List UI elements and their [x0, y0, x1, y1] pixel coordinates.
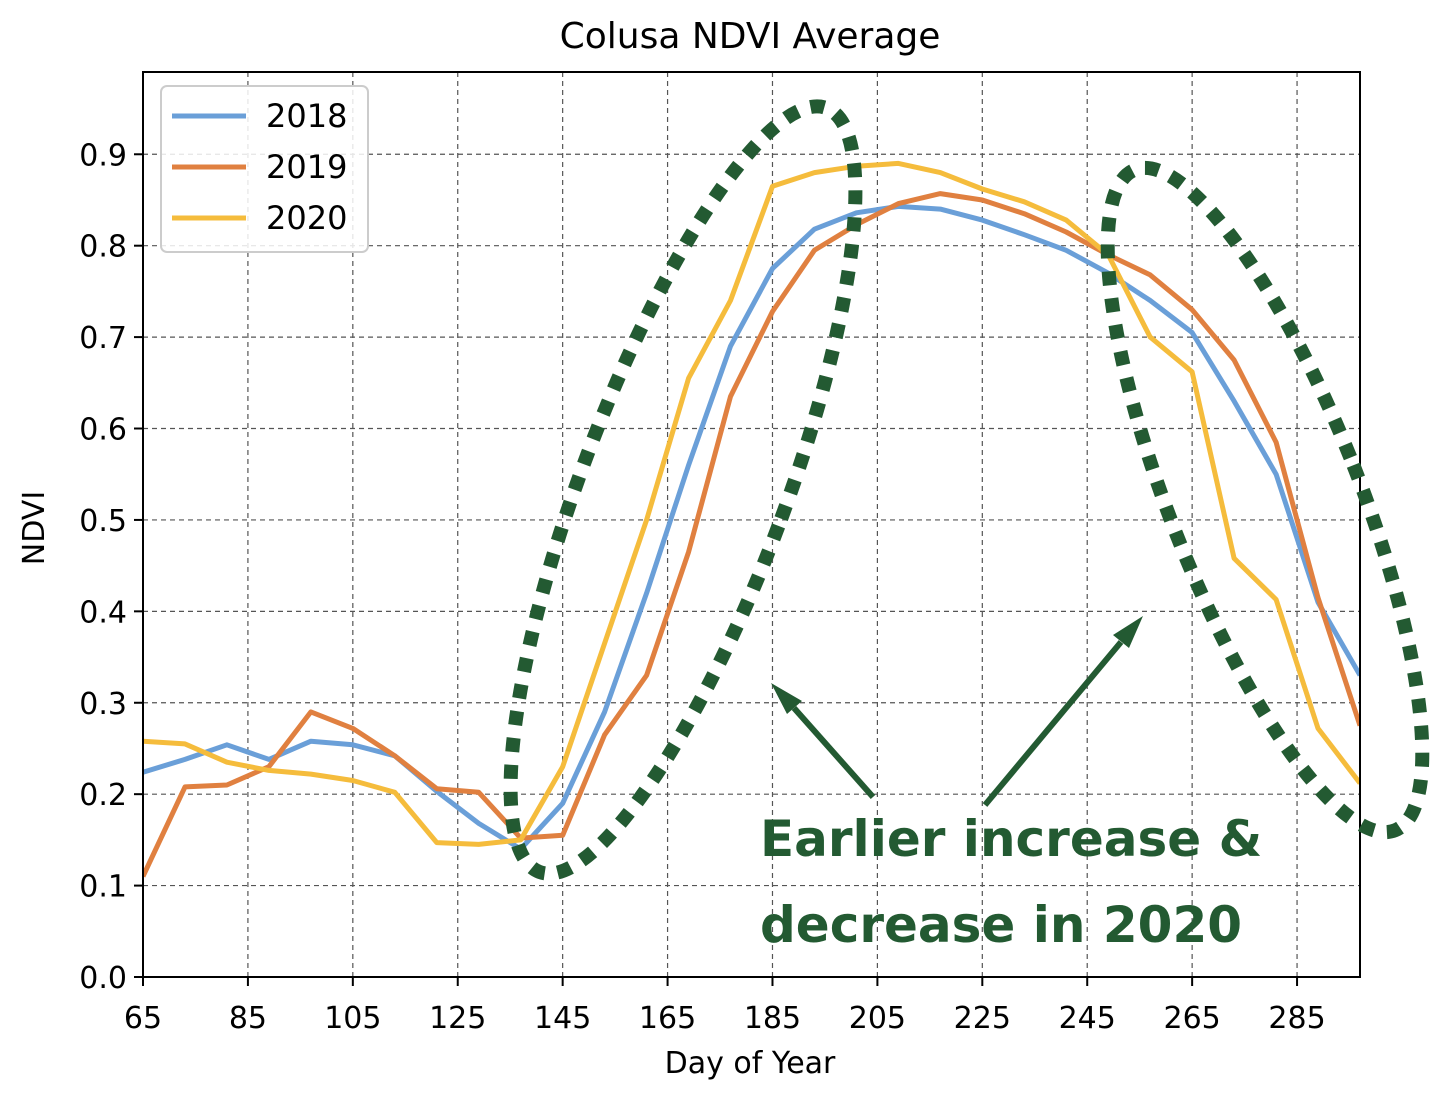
chart-title: Colusa NDVI Average	[560, 16, 941, 57]
legend-label-2018: 2018	[266, 97, 347, 135]
x-tick-label: 65	[124, 1001, 162, 1036]
axis-ticks: 65 85 105 125 145 165 185 205 225 245 265 285 0.0 0.1…	[79, 138, 1325, 1036]
x-tick-label: 85	[229, 1001, 267, 1036]
x-tick-label: 205	[849, 1001, 906, 1036]
y-tick-label: 0.6	[79, 413, 127, 448]
y-tick-label: 0.9	[79, 138, 127, 173]
legend-label-2019: 2019	[266, 148, 347, 186]
y-tick-label: 0.4	[79, 595, 127, 630]
x-axis-label: Day of Year	[665, 1046, 836, 1081]
annotation-text-line2: decrease in 2020	[760, 896, 1242, 954]
x-tick-label: 285	[1268, 1001, 1325, 1036]
legend: 2018 2019 2020	[160, 85, 369, 253]
series-line-2018	[143, 203, 1360, 852]
x-tick-label: 265	[1164, 1001, 1221, 1036]
arrow-left-shaft	[791, 706, 876, 799]
y-tick-label: 0.5	[79, 504, 127, 539]
y-tick-label: 0.8	[79, 230, 127, 265]
x-tick-label: 145	[534, 1001, 591, 1036]
series-line-2020	[143, 160, 1360, 847]
legend-label-2020: 2020	[266, 199, 347, 237]
arrow-left-head	[771, 683, 802, 714]
annotation-group: Earlier increase & decrease in 2020	[503, 99, 1430, 954]
y-tick-label: 0.7	[79, 321, 127, 356]
series-line-2019	[143, 191, 1360, 878]
arrow-right-head	[1113, 616, 1143, 648]
y-tick-label: 0.0	[79, 961, 127, 996]
increase-highlight-ellipse	[503, 99, 863, 881]
x-tick-label: 225	[954, 1001, 1011, 1036]
y-tick-label: 0.3	[79, 687, 127, 722]
y-axis-label: NDVI	[17, 491, 52, 565]
y-tick-label: 0.2	[79, 778, 127, 813]
x-tick-label: 185	[744, 1001, 801, 1036]
y-tick-label: 0.1	[79, 870, 127, 905]
x-tick-label: 165	[639, 1001, 696, 1036]
plot-frame	[142, 71, 1361, 978]
x-tick-label: 105	[324, 1001, 381, 1036]
legend-box	[160, 85, 369, 253]
x-tick-label: 125	[429, 1001, 486, 1036]
arrow-right-shaft	[982, 640, 1124, 807]
x-tick-label: 245	[1059, 1001, 1116, 1036]
series-lines	[143, 160, 1360, 878]
annotation-text-line1: Earlier increase &	[760, 810, 1262, 868]
